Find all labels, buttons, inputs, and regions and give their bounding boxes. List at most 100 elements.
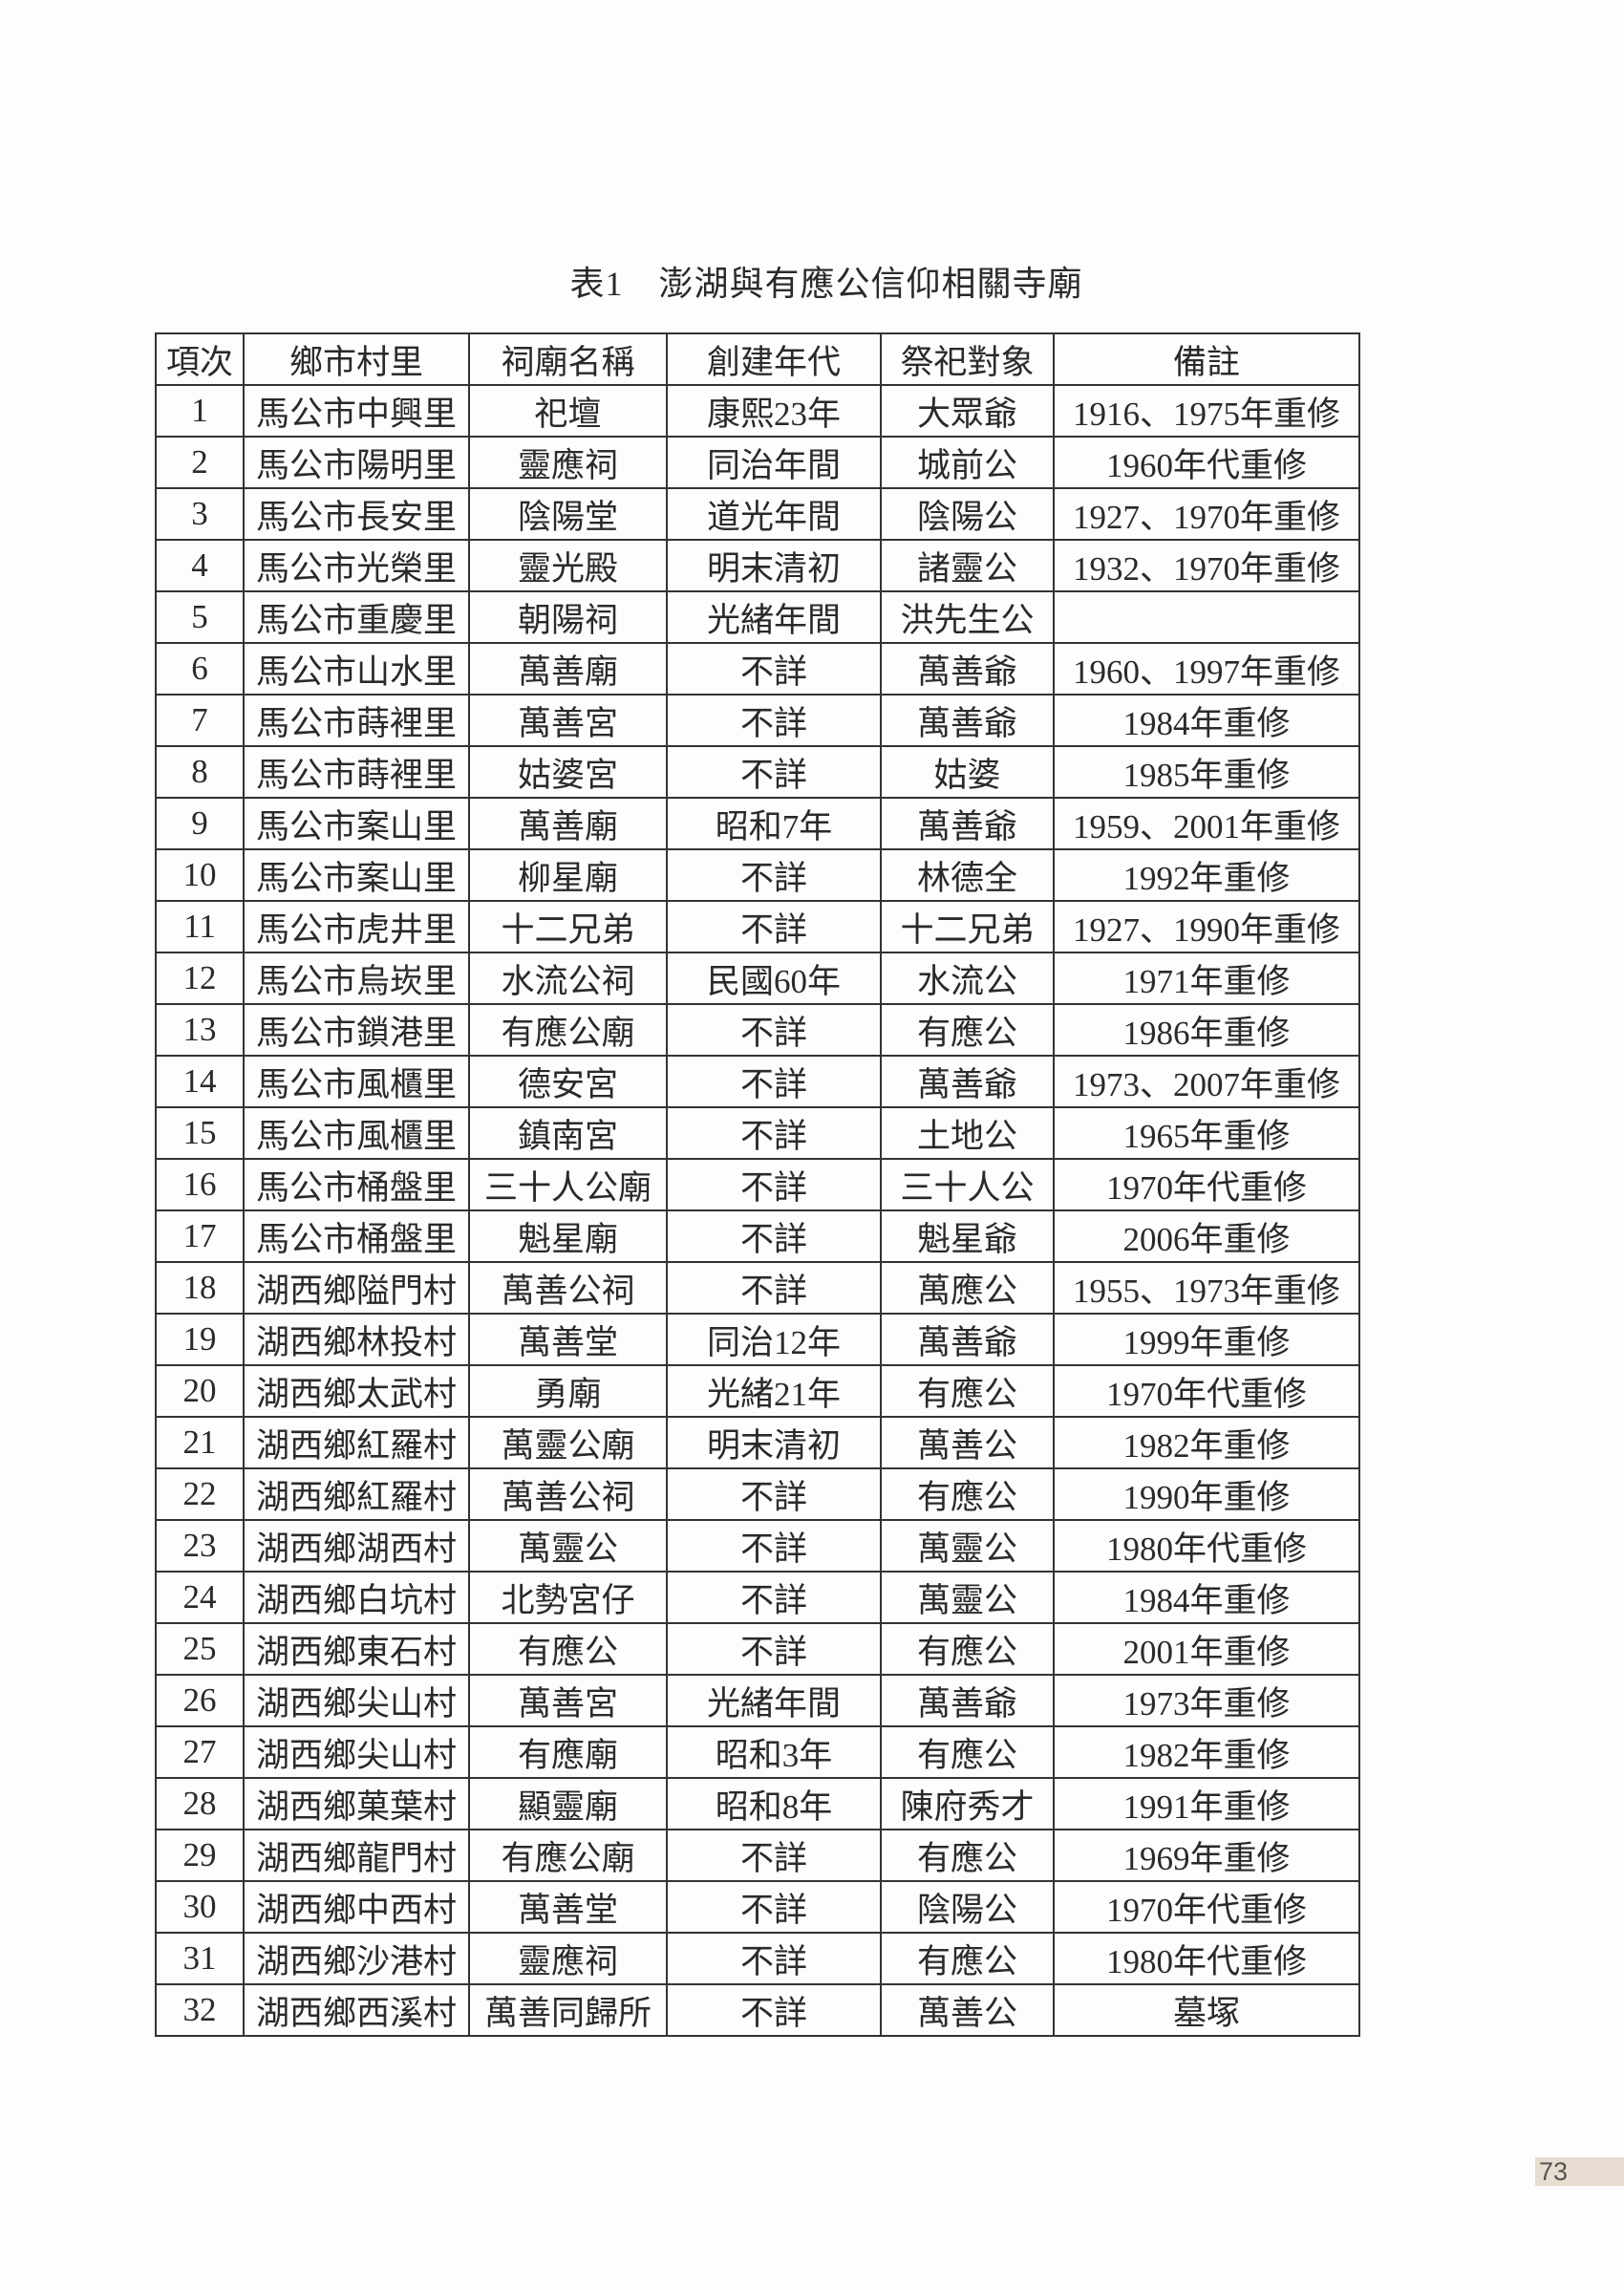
cell-deity: 大眾爺	[880, 384, 1055, 438]
cell-remarks: 1932、1970年重修	[1053, 539, 1360, 592]
cell-item-no: 29	[155, 1829, 245, 1882]
cell-temple-name: 朝陽祠	[468, 590, 668, 644]
cell-item-no: 18	[155, 1261, 245, 1315]
cell-temple-name: 德安宮	[468, 1055, 668, 1108]
cell-founding-era: 不詳	[666, 900, 882, 953]
cell-deity: 有應公	[880, 1003, 1055, 1057]
cell-township-village: 馬公市中興里	[243, 384, 470, 438]
cell-deity: 萬善公	[880, 1416, 1055, 1469]
cell-item-no: 30	[155, 1880, 245, 1934]
cell-temple-name: 有應公廟	[468, 1829, 668, 1882]
cell-township-village: 馬公市虎井里	[243, 900, 470, 953]
column-header-item-no: 項次	[155, 332, 245, 386]
cell-founding-era: 光緒年間	[666, 590, 882, 644]
cell-remarks: 1973、2007年重修	[1053, 1055, 1360, 1108]
cell-deity: 三十人公	[880, 1158, 1055, 1211]
cell-remarks: 1965年重修	[1053, 1106, 1360, 1160]
cell-founding-era: 昭和7年	[666, 797, 882, 850]
cell-item-no: 23	[155, 1519, 245, 1573]
cell-remarks: 1984年重修	[1053, 1571, 1360, 1624]
table-row: 32 湖西鄉西溪村 萬善同歸所 不詳 萬善公 墓塚	[155, 1983, 1360, 2037]
cell-item-no: 11	[155, 900, 245, 953]
cell-founding-era: 不詳	[666, 1467, 882, 1521]
cell-temple-name: 萬善公祠	[468, 1261, 668, 1315]
cell-founding-era: 不詳	[666, 1003, 882, 1057]
cell-item-no: 27	[155, 1725, 245, 1779]
cell-item-no: 8	[155, 745, 245, 799]
table-row: 21 湖西鄉紅羅村 萬靈公廟 明末清初 萬善公 1982年重修	[155, 1416, 1360, 1469]
cell-deity: 十二兄弟	[880, 900, 1055, 953]
cell-remarks: 1959、2001年重修	[1053, 797, 1360, 850]
cell-deity: 有應公	[880, 1932, 1055, 1985]
table-row: 27 湖西鄉尖山村 有應廟 昭和3年 有應公 1982年重修	[155, 1725, 1360, 1779]
cell-deity: 魁星爺	[880, 1209, 1055, 1263]
cell-remarks: 1985年重修	[1053, 745, 1360, 799]
cell-founding-era: 不詳	[666, 1983, 882, 2037]
cell-deity: 水流公	[880, 952, 1055, 1005]
cell-item-no: 2	[155, 436, 245, 489]
cell-item-no: 20	[155, 1364, 245, 1418]
cell-township-village: 湖西鄉湖西村	[243, 1519, 470, 1573]
cell-remarks: 1984年重修	[1053, 694, 1360, 747]
cell-founding-era: 不詳	[666, 745, 882, 799]
cell-township-village: 馬公市長安里	[243, 487, 470, 541]
table-row: 8 馬公市蒔裡里 姑婆宮 不詳 姑婆 1985年重修	[155, 745, 1360, 799]
temples-table: 項次 鄉市村里 祠廟名稱 創建年代 祭祀對象 備註 1 馬公市中興里 祀壇 康熙23年 大眾爺 19…	[155, 332, 1360, 2037]
cell-item-no: 22	[155, 1467, 245, 1521]
cell-remarks: 1990年重修	[1053, 1467, 1360, 1521]
table-row: 16 馬公市桶盤里 三十人公廟 不詳 三十人公 1970年代重修	[155, 1158, 1360, 1211]
table-row: 24 湖西鄉白坑村 北勢宮仔 不詳 萬靈公 1984年重修	[155, 1571, 1360, 1624]
column-header-remarks: 備註	[1053, 332, 1360, 386]
table-row: 11 馬公市虎井里 十二兄弟 不詳 十二兄弟 1927、1990年重修	[155, 900, 1360, 953]
cell-deity: 有應公	[880, 1829, 1055, 1882]
cell-temple-name: 萬善同歸所	[468, 1983, 668, 2037]
cell-founding-era: 民國60年	[666, 952, 882, 1005]
table-header-row: 項次 鄉市村里 祠廟名稱 創建年代 祭祀對象 備註	[155, 332, 1360, 386]
cell-temple-name: 柳星廟	[468, 848, 668, 902]
cell-township-village: 湖西鄉尖山村	[243, 1674, 470, 1727]
table-row: 14 馬公市風櫃里 德安宮 不詳 萬善爺 1973、2007年重修	[155, 1055, 1360, 1108]
cell-item-no: 15	[155, 1106, 245, 1160]
cell-founding-era: 不詳	[666, 1571, 882, 1624]
cell-item-no: 31	[155, 1932, 245, 1985]
cell-temple-name: 十二兄弟	[468, 900, 668, 953]
cell-deity: 萬應公	[880, 1261, 1055, 1315]
table-row: 1 馬公市中興里 祀壇 康熙23年 大眾爺 1916、1975年重修	[155, 384, 1360, 438]
cell-founding-era: 昭和3年	[666, 1725, 882, 1779]
cell-item-no: 9	[155, 797, 245, 850]
cell-founding-era: 同治年間	[666, 436, 882, 489]
cell-remarks: 2006年重修	[1053, 1209, 1360, 1263]
cell-deity: 諸靈公	[880, 539, 1055, 592]
cell-item-no: 21	[155, 1416, 245, 1469]
cell-remarks: 1927、1990年重修	[1053, 900, 1360, 953]
cell-item-no: 1	[155, 384, 245, 438]
cell-township-village: 馬公市桶盤里	[243, 1158, 470, 1211]
cell-township-village: 馬公市蒔裡里	[243, 745, 470, 799]
cell-remarks	[1053, 590, 1360, 644]
cell-temple-name: 萬善堂	[468, 1313, 668, 1366]
cell-deity: 姑婆	[880, 745, 1055, 799]
cell-deity: 城前公	[880, 436, 1055, 489]
cell-remarks: 1969年重修	[1053, 1829, 1360, 1882]
cell-temple-name: 鎮南宮	[468, 1106, 668, 1160]
cell-temple-name: 萬善宮	[468, 1674, 668, 1727]
cell-temple-name: 萬善廟	[468, 642, 668, 696]
cell-township-village: 湖西鄉林投村	[243, 1313, 470, 1366]
table-row: 4 馬公市光榮里 靈光殿 明末清初 諸靈公 1932、1970年重修	[155, 539, 1360, 592]
table-row: 25 湖西鄉東石村 有應公 不詳 有應公 2001年重修	[155, 1622, 1360, 1676]
table-row: 17 馬公市桶盤里 魁星廟 不詳 魁星爺 2006年重修	[155, 1209, 1360, 1263]
cell-item-no: 28	[155, 1777, 245, 1830]
cell-temple-name: 有應廟	[468, 1725, 668, 1779]
cell-founding-era: 不詳	[666, 1622, 882, 1676]
cell-township-village: 馬公市光榮里	[243, 539, 470, 592]
cell-item-no: 32	[155, 1983, 245, 2037]
cell-founding-era: 不詳	[666, 1158, 882, 1211]
cell-temple-name: 有應公廟	[468, 1003, 668, 1057]
cell-remarks: 1991年重修	[1053, 1777, 1360, 1830]
cell-temple-name: 靈光殿	[468, 539, 668, 592]
cell-remarks: 1955、1973年重修	[1053, 1261, 1360, 1315]
cell-township-village: 湖西鄉中西村	[243, 1880, 470, 1934]
cell-remarks: 1973年重修	[1053, 1674, 1360, 1727]
cell-deity: 萬善爺	[880, 1313, 1055, 1366]
cell-township-village: 湖西鄉菓葉村	[243, 1777, 470, 1830]
